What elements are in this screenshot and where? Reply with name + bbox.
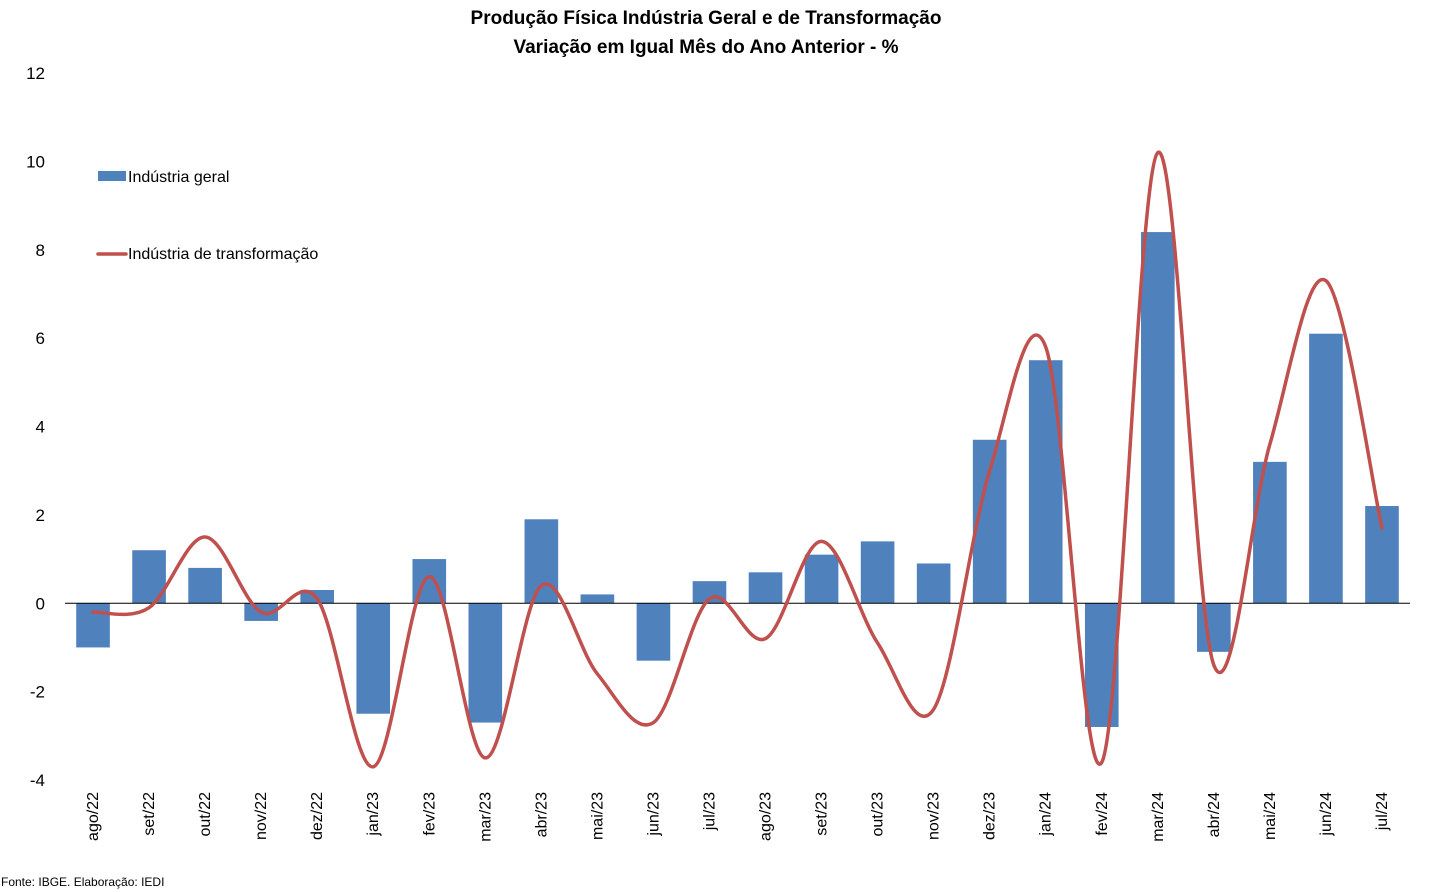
x-tick-label: jan/24	[1038, 792, 1055, 837]
legend-swatch-industria-geral	[98, 171, 126, 181]
bar-fev-24	[1084, 603, 1119, 727]
bar-jun-24	[1309, 333, 1343, 604]
x-tick-label: dez/23	[982, 792, 999, 840]
y-tick-label: 0	[36, 594, 45, 613]
bar-mai-23	[580, 594, 615, 604]
bar-ago-22	[76, 603, 110, 648]
bar-ago-23	[748, 572, 783, 604]
y-tick-label: 10	[26, 152, 45, 171]
y-tick-label: -4	[30, 771, 45, 790]
legend-label-industria-geral: Indústria geral	[128, 169, 229, 186]
x-tick-label: jan/23	[365, 792, 382, 837]
y-tick-label: 4	[36, 418, 45, 437]
x-tick-label: jul/24	[1374, 792, 1391, 831]
x-tick-label: mai/24	[1262, 792, 1279, 840]
bar-jan-24	[1028, 360, 1063, 604]
bar-series-industria-geral	[76, 232, 1399, 727]
x-tick-label: abr/23	[533, 792, 550, 837]
x-tick-label: dez/22	[309, 792, 326, 840]
y-tick-label: 6	[36, 329, 45, 348]
bar-out-22	[188, 567, 222, 604]
x-tick-label: nov/23	[926, 792, 943, 840]
bar-mar-23	[468, 603, 503, 723]
y-tick-label: 2	[36, 506, 45, 525]
bar-abr-24	[1197, 603, 1231, 652]
bar-abr-23	[524, 519, 559, 604]
bar-mar-24	[1141, 232, 1175, 604]
x-tick-label: fev/23	[421, 792, 438, 836]
y-tick-label: 8	[36, 241, 45, 260]
source-note: Fonte: IBGE. Elaboração: IEDI	[1, 875, 164, 889]
chart-subtitle: Variação em Igual Mês do Ano Anterior - …	[513, 37, 898, 58]
x-tick-label: out/23	[870, 792, 887, 837]
x-tick-label: mar/23	[477, 792, 494, 842]
x-tick-label: out/22	[197, 792, 214, 837]
bar-nov-23	[916, 563, 951, 604]
x-tick-label: mar/24	[1150, 792, 1167, 842]
x-tick-label: jun/23	[645, 792, 662, 837]
chart-title: Produção Física Indústria Geral e de Tra…	[471, 8, 942, 29]
x-tick-label: jun/24	[1318, 792, 1335, 837]
bar-out-23	[860, 541, 895, 604]
x-tick-label: ago/23	[758, 792, 775, 841]
x-tick-label: mai/23	[589, 792, 606, 840]
bar-jan-23	[356, 603, 391, 714]
x-tick-label: nov/22	[253, 792, 270, 840]
x-tick-label: jul/23	[701, 792, 718, 831]
y-tick-label: -2	[30, 683, 45, 702]
x-tick-label: abr/24	[1206, 792, 1223, 837]
x-tick-label: set/22	[141, 792, 158, 836]
bar-set-23	[804, 554, 839, 604]
line-series-industria-transformacao	[91, 150, 1384, 769]
x-tick-label: set/23	[814, 792, 831, 836]
bar-jun-23	[636, 603, 671, 661]
x-axis-tick-labels: ago/22 set/22 out/22 nov/22 dez/22 jan/23 fev/…	[85, 792, 1391, 842]
y-axis-tick-labels: -4 -2 0 2 4 6 8 10 12	[26, 64, 45, 790]
legend: Indústria geral Indústria de transformaç…	[96, 169, 318, 263]
bar-mai-24	[1253, 461, 1287, 604]
legend-label-industria-transformacao: Indústria de transformação	[128, 246, 318, 263]
x-tick-label: ago/22	[85, 792, 102, 841]
x-tick-label: fev/24	[1094, 792, 1111, 836]
y-tick-label: 12	[26, 64, 45, 83]
